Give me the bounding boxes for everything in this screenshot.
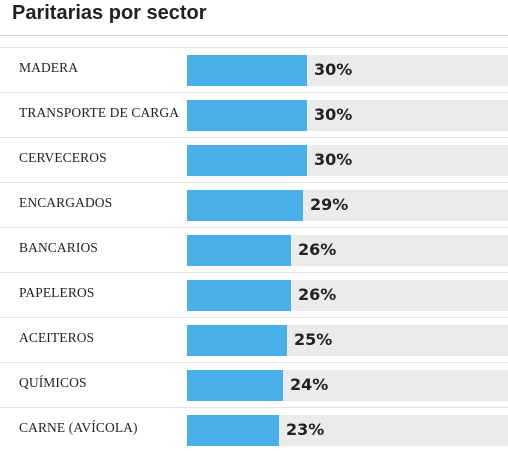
category-label: QUÍMICOS xyxy=(19,375,87,390)
bar xyxy=(187,325,287,356)
chart-title: Paritarias por sector xyxy=(12,2,207,24)
bar-track: 30% xyxy=(187,55,508,86)
bar xyxy=(187,55,307,86)
category-label: CERVECEROS xyxy=(19,150,107,165)
bar xyxy=(187,145,307,176)
value-label: 30% xyxy=(314,150,353,169)
value-label: 26% xyxy=(298,285,337,304)
bar-row: ENCARGADOS 29% xyxy=(0,182,508,227)
row-divider xyxy=(0,272,508,273)
bar-row: MADERA 30% xyxy=(0,47,508,92)
category-label: CARNE (AVÍCOLA) xyxy=(19,420,138,435)
category-label: PAPELEROS xyxy=(19,285,95,300)
bar-row: TRANSPORTE DE CARGA 30% xyxy=(0,92,508,137)
row-divider xyxy=(0,317,508,318)
value-label: 30% xyxy=(314,60,353,79)
bar-row: CERVECEROS 30% xyxy=(0,137,508,182)
category-label: ACEITEROS xyxy=(19,330,95,345)
category-label: ENCARGADOS xyxy=(19,195,113,210)
row-divider xyxy=(0,407,508,408)
bar-row: ACEITEROS 25% xyxy=(0,317,508,362)
value-label: 26% xyxy=(298,240,337,259)
bar-track: 25% xyxy=(187,325,508,356)
value-label: 30% xyxy=(314,105,353,124)
category-label: MADERA xyxy=(19,60,79,75)
row-divider xyxy=(0,182,508,183)
row-divider xyxy=(0,362,508,363)
row-divider xyxy=(0,47,508,48)
bar xyxy=(187,190,303,221)
row-divider xyxy=(0,227,508,228)
bar-track: 26% xyxy=(187,235,508,266)
bar xyxy=(187,100,307,131)
bar-row: BANCARIOS 26% xyxy=(0,227,508,272)
bar-row: CARNE (AVÍCOLA) 23% xyxy=(0,407,508,452)
bar-track: 30% xyxy=(187,145,508,176)
value-label: 23% xyxy=(286,420,325,439)
bar-track: 30% xyxy=(187,100,508,131)
bar xyxy=(187,370,283,401)
bar-row: PAPELEROS 26% xyxy=(0,272,508,317)
bar xyxy=(187,415,279,446)
row-divider xyxy=(0,137,508,138)
bar-track: 24% xyxy=(187,370,508,401)
bar-track: 26% xyxy=(187,280,508,311)
category-label: BANCARIOS xyxy=(19,240,98,255)
value-label: 24% xyxy=(290,375,329,394)
category-label: TRANSPORTE DE CARGA xyxy=(19,105,180,120)
bar-track: 23% xyxy=(187,415,508,446)
bar xyxy=(187,280,291,311)
bar xyxy=(187,235,291,266)
title-divider xyxy=(0,35,508,36)
row-divider xyxy=(0,92,508,93)
bar-row: QUÍMICOS 24% xyxy=(0,362,508,407)
bar-track: 29% xyxy=(187,190,508,221)
value-label: 25% xyxy=(294,330,333,349)
value-label: 29% xyxy=(310,195,349,214)
